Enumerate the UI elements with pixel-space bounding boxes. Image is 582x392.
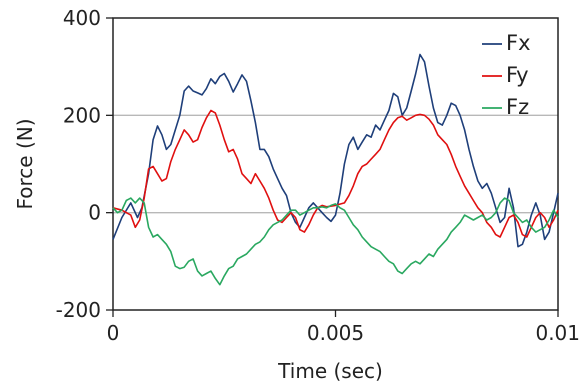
- x-axis-label: Time (sec): [277, 359, 383, 383]
- y-axis-label: Force (N): [13, 118, 37, 209]
- x-tick-label: 0: [107, 321, 120, 345]
- legend-label-fy: Fy: [506, 63, 529, 87]
- x-tick-labels: 0 0.005 0.01: [107, 310, 580, 345]
- legend-label-fz: Fz: [506, 95, 529, 119]
- y-tick-label: 400: [63, 6, 101, 30]
- plot-frame: [112, 17, 559, 311]
- series-layer: [112, 53, 559, 286]
- y-tick-label: 0: [88, 201, 101, 225]
- x-tick-label: 0.005: [307, 321, 364, 345]
- grid-lines: [113, 114, 558, 214]
- y-tick-label: 200: [63, 103, 101, 127]
- y-tick-labels: -200 0 200 400: [56, 6, 113, 322]
- series-line-fy: [112, 109, 559, 238]
- plot-area: [112, 17, 559, 311]
- series-line-fx: [112, 53, 559, 248]
- series-line-fz: [112, 197, 559, 286]
- y-tick-label: -200: [56, 298, 101, 322]
- x-tick-label: 0.01: [535, 321, 580, 345]
- legend: Fx Fy Fz: [482, 31, 531, 119]
- legend-label-fx: Fx: [506, 31, 531, 55]
